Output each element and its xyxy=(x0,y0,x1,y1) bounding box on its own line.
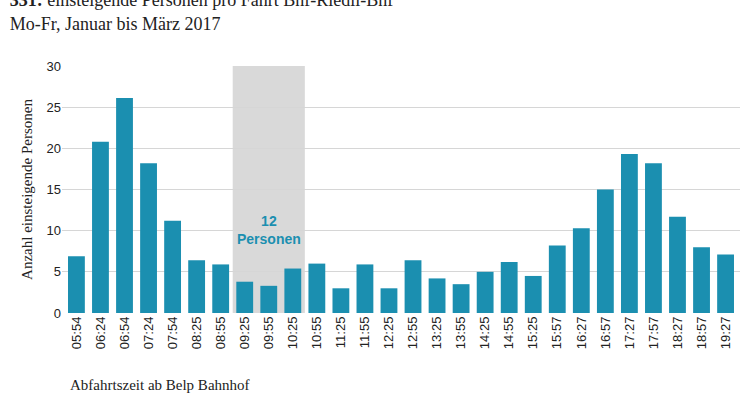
svg-text:07:24: 07:24 xyxy=(141,317,156,350)
svg-text:25: 25 xyxy=(47,100,61,115)
svg-text:17:57: 17:57 xyxy=(646,317,661,350)
svg-text:06:24: 06:24 xyxy=(93,317,108,350)
svg-text:10:25: 10:25 xyxy=(285,317,300,350)
svg-text:15:25: 15:25 xyxy=(525,317,540,350)
svg-text:11:25: 11:25 xyxy=(333,317,348,349)
svg-text:09:25: 09:25 xyxy=(237,317,252,350)
svg-text:14:55: 14:55 xyxy=(501,317,516,350)
svg-text:12:25: 12:25 xyxy=(381,317,396,350)
svg-text:0: 0 xyxy=(54,306,61,321)
svg-text:08:55: 08:55 xyxy=(213,317,228,350)
svg-text:14:25: 14:25 xyxy=(477,317,492,350)
svg-text:06:54: 06:54 xyxy=(117,317,132,350)
svg-text:16:27: 16:27 xyxy=(574,317,589,350)
svg-text:13:25: 13:25 xyxy=(429,317,444,350)
svg-text:30: 30 xyxy=(47,59,61,74)
svg-text:Anzahl einsteigende Personen: Anzahl einsteigende Personen xyxy=(19,99,35,280)
svg-text:15: 15 xyxy=(47,182,61,197)
svg-text:16:57: 16:57 xyxy=(598,317,613,350)
svg-text:331: einsteigende Personen pro: 331: einsteigende Personen pro Fahrt Bhf… xyxy=(10,0,393,34)
svg-text:11:55: 11:55 xyxy=(357,317,372,349)
svg-text:09:55: 09:55 xyxy=(261,317,276,350)
svg-text:5: 5 xyxy=(54,264,61,279)
svg-text:12Personen: 12Personen xyxy=(237,213,301,247)
svg-text:07:54: 07:54 xyxy=(165,317,180,350)
svg-text:08:25: 08:25 xyxy=(189,317,204,350)
svg-text:10: 10 xyxy=(47,223,61,238)
svg-text:18:27: 18:27 xyxy=(670,317,685,350)
svg-text:19:27: 19:27 xyxy=(718,317,733,350)
svg-text:20: 20 xyxy=(47,141,61,156)
svg-text:18:57: 18:57 xyxy=(694,317,709,350)
svg-text:Abfahrtszeit ab Belp Bahnhof: Abfahrtszeit ab Belp Bahnhof xyxy=(70,377,250,393)
svg-text:13:55: 13:55 xyxy=(453,317,468,350)
svg-text:15:57: 15:57 xyxy=(550,317,565,350)
svg-text:10:55: 10:55 xyxy=(309,317,324,350)
svg-text:05:54: 05:54 xyxy=(69,317,84,350)
svg-text:17:27: 17:27 xyxy=(622,317,637,350)
svg-text:12:55: 12:55 xyxy=(405,317,420,350)
